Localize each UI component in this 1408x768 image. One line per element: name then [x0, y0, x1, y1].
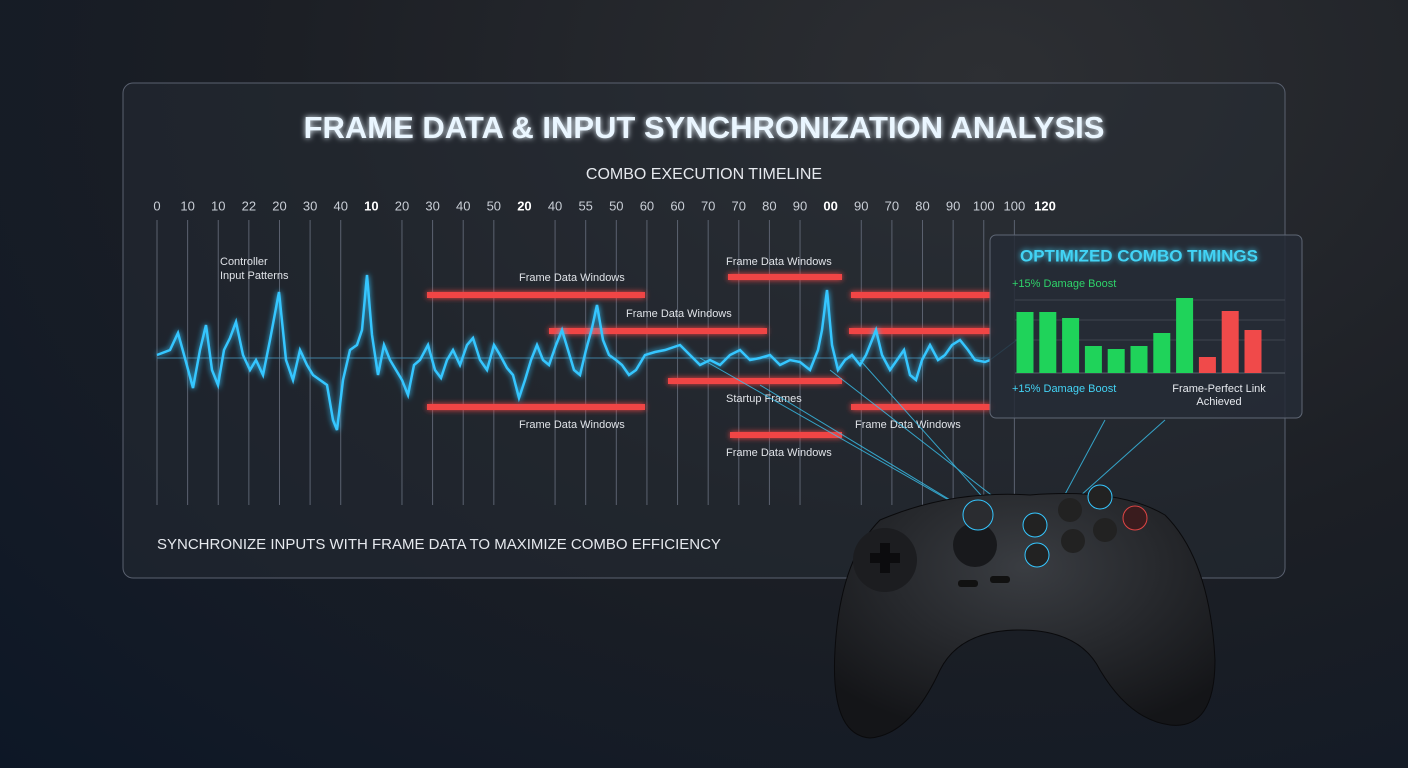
tick-label: 00 [823, 198, 837, 213]
tick-label: 60 [670, 198, 684, 213]
tick-label: 50 [609, 198, 623, 213]
bar [1016, 312, 1034, 373]
annotation: Frame Data Windows [519, 272, 625, 284]
annotation: Frame Data Windows [726, 447, 832, 459]
controller [833, 484, 1216, 739]
annotation: Input Patterns [220, 270, 289, 282]
tick-label: 80 [762, 198, 776, 213]
tick-label: 20 [272, 198, 286, 213]
annotation: Controller [220, 256, 268, 268]
tick-label: 10 [180, 198, 194, 213]
tick-label: 10 [364, 198, 378, 213]
input-waveform [156, 274, 991, 431]
bar [1062, 318, 1080, 373]
panel-label: +15% Damage Boost [1012, 278, 1116, 290]
tick-label: 90 [793, 198, 807, 213]
tick-label: 40 [333, 198, 347, 213]
tick-label: 100 [973, 198, 995, 213]
tick-label: 10 [211, 198, 225, 213]
tick-label: 80 [915, 198, 929, 213]
annotation: Frame Data Windows [726, 256, 832, 268]
bar [1198, 357, 1216, 373]
annotation: Frame Data Windows [626, 308, 732, 320]
tick-label: 30 [425, 198, 439, 213]
tick-label: 50 [487, 198, 501, 213]
bar [1084, 346, 1102, 373]
annotation: Frame Data Windows [519, 419, 625, 431]
tick-label: 40 [548, 198, 562, 213]
panel-bars [1015, 298, 1285, 374]
tick-label: 90 [946, 198, 960, 213]
panel-label: Achieved [1196, 396, 1241, 408]
tick-label: 70 [885, 198, 899, 213]
tick-label: 90 [854, 198, 868, 213]
annotation: Startup Frames [726, 393, 802, 405]
title: FRAME DATA & INPUT SYNCHRONIZATION ANALY… [304, 110, 1105, 145]
bar [1176, 298, 1194, 373]
bar [1153, 333, 1171, 373]
panel-title: OPTIMIZED COMBO TIMINGS [1020, 246, 1258, 265]
tick-label: 55 [578, 198, 592, 213]
bar [1244, 330, 1262, 373]
tick-label: 120 [1034, 198, 1056, 213]
tick-label: 60 [640, 198, 654, 213]
tick-label: 70 [732, 198, 746, 213]
timeline-grid: 0 10 10 22 20 30 40 10 20 30 40 50 20 40 55 50 60 60 70 70 8… [153, 198, 1056, 505]
annotation: Frame Data Windows [855, 419, 961, 431]
bar [1039, 312, 1057, 373]
tick-label: 20 [517, 198, 531, 213]
tick-label: 70 [701, 198, 715, 213]
frame-windows [427, 274, 991, 438]
tick-label: 100 [1004, 198, 1026, 213]
timeline-title: COMBO EXECUTION TIMELINE [586, 166, 822, 183]
tick-label: 0 [153, 198, 160, 213]
bar [1130, 346, 1148, 373]
panel-label: +15% Damage Boost [1012, 383, 1116, 395]
panel-label: Frame-Perfect Link [1172, 383, 1266, 395]
tick-label: 20 [395, 198, 409, 213]
tick-label: 22 [242, 198, 256, 213]
tick-label: 40 [456, 198, 470, 213]
bar [1107, 349, 1125, 373]
footer: SYNCHRONIZE INPUTS WITH FRAME DATA TO MA… [157, 536, 721, 553]
bar [1221, 311, 1239, 373]
tick-label: 30 [303, 198, 317, 213]
